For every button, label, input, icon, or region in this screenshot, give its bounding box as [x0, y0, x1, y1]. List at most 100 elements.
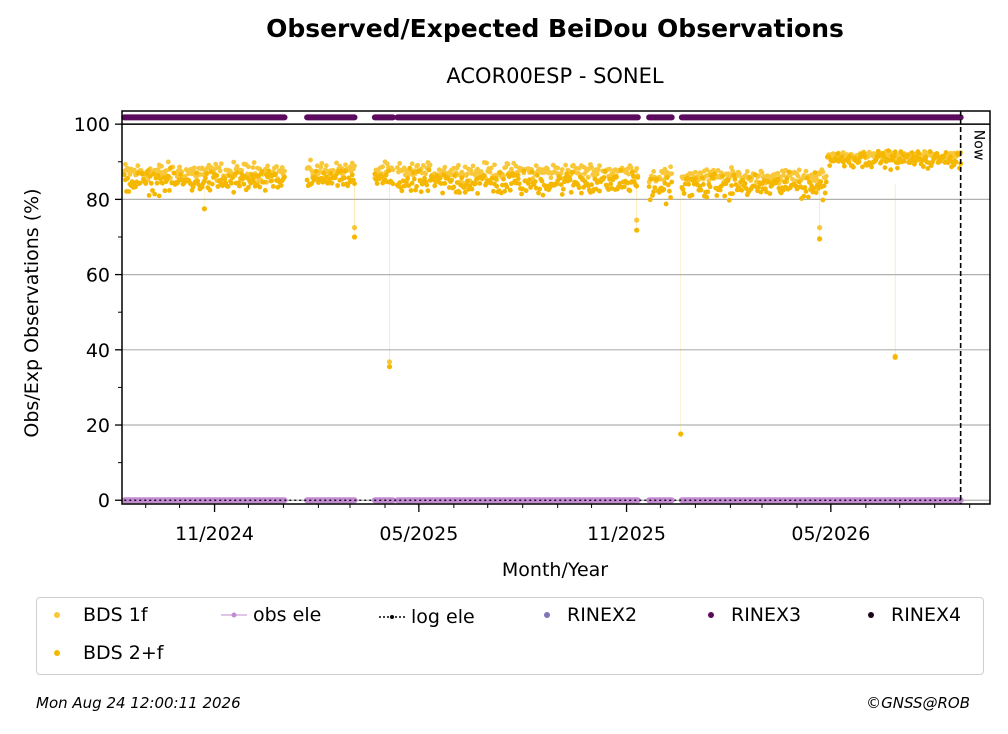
- data-point: [182, 173, 188, 179]
- data-point: [875, 148, 881, 154]
- data-point: [752, 172, 758, 178]
- data-point: [756, 184, 761, 190]
- legend-item-rinex2: RINEX2: [533, 604, 637, 626]
- data-point: [457, 190, 462, 196]
- data-point: [585, 174, 591, 180]
- data-point: [742, 181, 748, 186]
- data-point: [826, 154, 831, 160]
- data-point: [888, 167, 894, 173]
- data-point: [159, 163, 164, 169]
- legend-marker-rinex3: [697, 605, 727, 625]
- legend-label-rinex4: RINEX4: [891, 604, 962, 626]
- data-point: [744, 169, 750, 174]
- data-point: [563, 175, 568, 181]
- chart-subtitle: ACOR00ESP - SONEL: [446, 64, 664, 88]
- data-point: [261, 179, 267, 185]
- data-point: [559, 192, 565, 197]
- legend-label-rinex2: RINEX2: [567, 604, 638, 626]
- data-point: [651, 169, 656, 174]
- data-point: [680, 187, 686, 192]
- data-point: [139, 171, 145, 177]
- outlier-point: [351, 234, 358, 240]
- data-point: [491, 188, 496, 194]
- data-point: [231, 159, 237, 165]
- data-point: [484, 160, 489, 166]
- data-point: [152, 191, 158, 197]
- data-point: [203, 175, 208, 181]
- data-point: [150, 188, 155, 193]
- data-point: [725, 178, 731, 184]
- data-point: [497, 170, 503, 176]
- legend-label-bds-2f: BDS 2+f: [83, 642, 164, 664]
- data-point: [432, 183, 438, 189]
- data-point: [194, 174, 199, 180]
- data-point: [646, 184, 652, 190]
- data-point: [220, 183, 225, 189]
- data-point: [239, 171, 245, 177]
- data-point: [213, 161, 219, 167]
- data-point: [440, 190, 445, 196]
- data-point: [143, 181, 149, 187]
- data-point: [338, 168, 344, 174]
- data-point: [135, 170, 141, 176]
- data-point: [700, 182, 706, 187]
- data-point: [726, 197, 732, 203]
- data-point: [425, 188, 431, 194]
- series-bds-2f: [121, 148, 964, 437]
- data-point: [246, 185, 251, 190]
- data-point: [869, 164, 874, 170]
- data-point: [237, 183, 242, 189]
- data-point: [405, 176, 410, 181]
- data-point: [628, 165, 634, 170]
- legend-marker-bds-2f: [49, 643, 79, 663]
- footer-timestamp: Mon Aug 24 12:00:11 2026: [36, 694, 241, 712]
- data-point: [890, 157, 896, 163]
- data-point: [454, 180, 460, 185]
- data-point: [259, 169, 265, 174]
- data-point: [477, 181, 483, 186]
- data-point: [668, 195, 673, 200]
- data-point: [921, 164, 926, 169]
- data-point: [241, 181, 247, 187]
- data-point: [352, 181, 357, 187]
- data-point: [766, 179, 772, 185]
- data-point: [689, 192, 695, 198]
- data-point: [515, 176, 521, 182]
- data-point: [402, 183, 408, 188]
- data-point: [217, 177, 223, 183]
- data-point: [654, 176, 660, 182]
- data-point: [784, 176, 790, 182]
- data-point: [634, 166, 640, 171]
- data-point: [856, 159, 862, 165]
- data-point: [567, 177, 573, 183]
- data-point: [488, 165, 494, 171]
- data-point: [913, 158, 918, 164]
- data-point: [916, 150, 922, 156]
- data-point: [627, 188, 633, 194]
- data-point: [374, 181, 380, 186]
- data-point: [509, 181, 514, 187]
- data-point: [156, 193, 162, 199]
- data-point: [406, 183, 412, 188]
- data-point: [209, 181, 215, 187]
- data-point: [335, 183, 340, 188]
- x-tick-label: 11/2025: [587, 523, 666, 545]
- outlier-point: [386, 359, 393, 365]
- data-point: [607, 166, 612, 172]
- data-point: [329, 180, 335, 186]
- outlier-point: [817, 236, 823, 242]
- data-point: [426, 167, 432, 173]
- data-point: [597, 188, 602, 194]
- data-point: [451, 165, 457, 171]
- y-tick-label: 20: [86, 415, 110, 437]
- data-point: [660, 170, 666, 176]
- data-point: [796, 179, 802, 185]
- data-point: [892, 149, 898, 155]
- data-point: [407, 165, 413, 171]
- data-point: [822, 190, 828, 196]
- data-point: [274, 164, 279, 169]
- data-point: [576, 185, 582, 191]
- data-point: [456, 162, 461, 168]
- data-point: [820, 169, 826, 175]
- data-point: [651, 189, 656, 195]
